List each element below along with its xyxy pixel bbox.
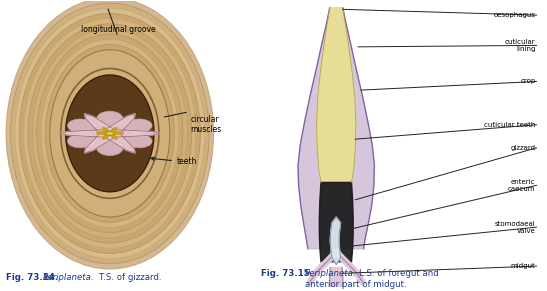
Polygon shape [330, 267, 343, 286]
Polygon shape [103, 132, 135, 153]
Text: Periplaneta.: Periplaneta. [305, 269, 357, 278]
Ellipse shape [124, 119, 152, 133]
Ellipse shape [6, 0, 213, 269]
Ellipse shape [97, 111, 123, 126]
Text: cuticular
lining: cuticular lining [505, 39, 536, 52]
Ellipse shape [97, 141, 123, 156]
Ellipse shape [106, 132, 114, 135]
Ellipse shape [37, 34, 183, 233]
Polygon shape [319, 182, 353, 262]
Polygon shape [59, 129, 107, 137]
Polygon shape [84, 132, 116, 153]
Ellipse shape [124, 134, 152, 148]
Ellipse shape [41, 39, 178, 228]
Polygon shape [317, 8, 356, 182]
Text: cuticular teeth: cuticular teeth [484, 122, 536, 128]
Text: longitudinal groove: longitudinal groove [81, 25, 155, 34]
Text: teeth: teeth [176, 157, 197, 166]
Ellipse shape [24, 19, 196, 248]
Polygon shape [84, 114, 116, 134]
Polygon shape [298, 8, 375, 249]
Ellipse shape [32, 29, 187, 238]
Text: L.S. of foregut and: L.S. of foregut and [359, 269, 439, 278]
Text: crop: crop [520, 79, 536, 84]
Ellipse shape [67, 134, 95, 148]
Text: T.S. of gizzard.: T.S. of gizzard. [99, 273, 161, 282]
Text: Fig. 73.14.: Fig. 73.14. [6, 273, 59, 282]
Ellipse shape [19, 13, 200, 253]
Polygon shape [113, 129, 161, 137]
Text: Fig. 73.15.: Fig. 73.15. [261, 269, 313, 278]
Text: oesophagus: oesophagus [493, 12, 536, 18]
Text: enteric
caecum: enteric caecum [508, 179, 536, 192]
Text: stomodaeal
valve: stomodaeal valve [494, 221, 536, 234]
Polygon shape [103, 114, 135, 134]
Text: midgut: midgut [511, 263, 536, 269]
Polygon shape [330, 217, 341, 265]
Ellipse shape [10, 3, 209, 264]
Ellipse shape [67, 119, 95, 133]
Text: gizzard: gizzard [510, 145, 536, 151]
Text: anterior part of midgut.: anterior part of midgut. [305, 280, 407, 289]
Ellipse shape [66, 75, 154, 192]
Text: Periplaneta.: Periplaneta. [43, 273, 95, 282]
Ellipse shape [28, 24, 191, 243]
Text: circular
muscles: circular muscles [190, 115, 222, 134]
Ellipse shape [50, 50, 170, 217]
Ellipse shape [45, 45, 174, 222]
Ellipse shape [15, 8, 205, 259]
